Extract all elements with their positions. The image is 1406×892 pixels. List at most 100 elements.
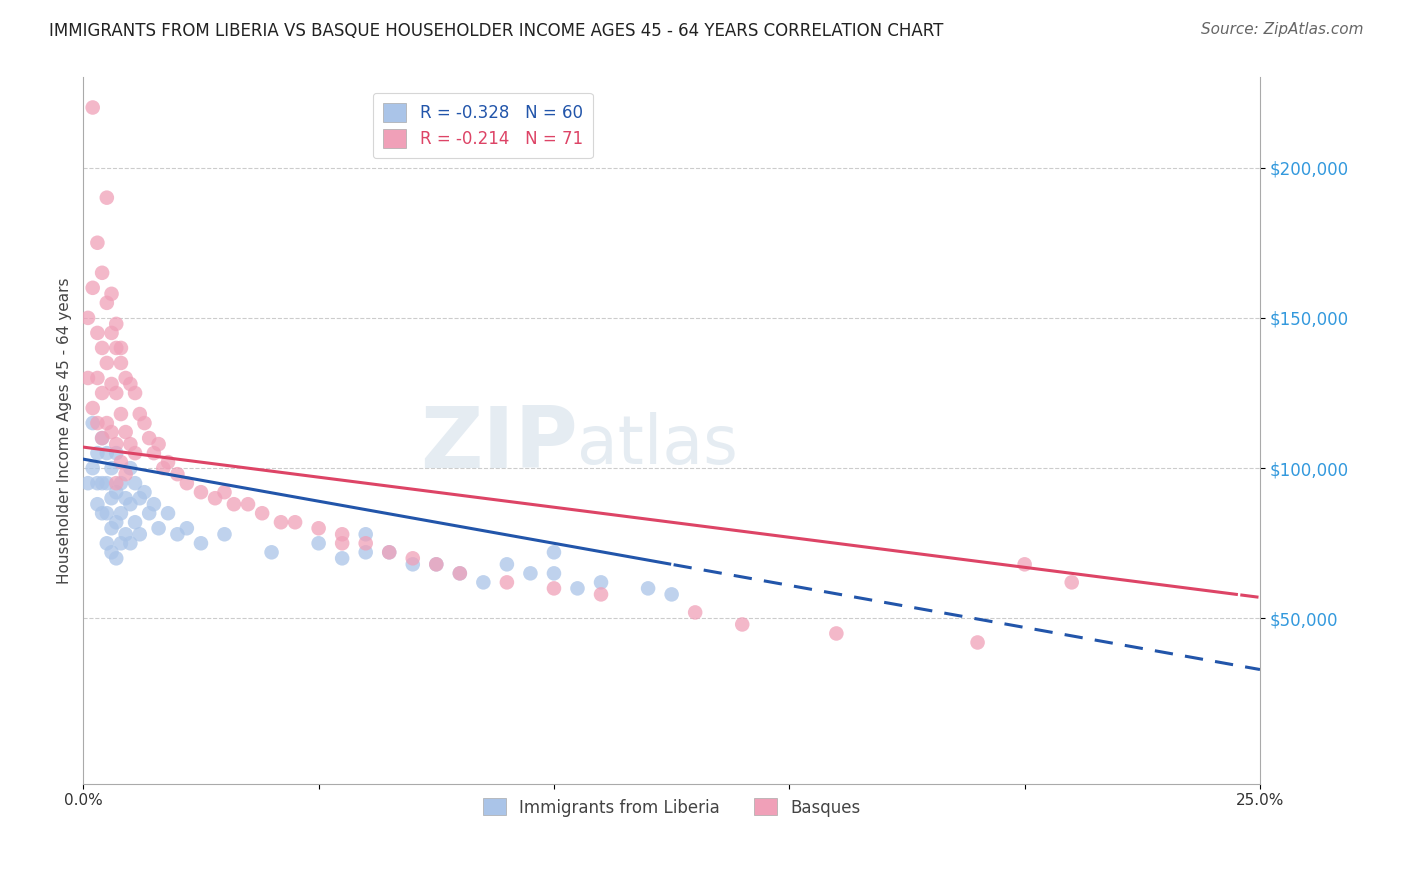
Point [120, 461, 142, 475]
Point [543, 582, 565, 596]
Point [270, 515, 292, 529]
Point [204, 491, 226, 506]
Y-axis label: Householder Income Ages 45 - 64 years: Householder Income Ages 45 - 64 years [58, 277, 72, 584]
Point [100, 491, 122, 506]
Point [120, 376, 142, 391]
Point [142, 446, 165, 460]
Point [77, 476, 100, 491]
Point [114, 467, 136, 482]
Point [148, 437, 170, 451]
Point [402, 558, 425, 572]
Point [91, 506, 114, 520]
Point [82, 401, 104, 415]
Point [77, 371, 100, 385]
Point [543, 566, 565, 581]
Point [96, 446, 118, 460]
Point [86, 497, 108, 511]
Point [966, 635, 988, 649]
Point [378, 545, 401, 559]
Point [114, 527, 136, 541]
Point [91, 431, 114, 445]
Point [86, 371, 108, 385]
Point [354, 545, 377, 559]
Point [110, 536, 132, 550]
Legend: Immigrants from Liberia, Basques: Immigrants from Liberia, Basques [474, 790, 869, 825]
Point [138, 431, 160, 445]
Point [190, 536, 212, 550]
Point [124, 446, 146, 460]
Point [105, 386, 128, 401]
Point [124, 515, 146, 529]
Point [152, 461, 174, 475]
Point [1060, 575, 1083, 590]
Point [110, 506, 132, 520]
Point [114, 491, 136, 506]
Point [589, 587, 612, 601]
Point [661, 587, 683, 601]
Point [91, 431, 114, 445]
Point [114, 371, 136, 385]
Point [86, 416, 108, 430]
Point [86, 446, 108, 460]
Point [449, 566, 471, 581]
Point [96, 191, 118, 205]
Point [86, 476, 108, 491]
Point [110, 341, 132, 355]
Point [142, 497, 165, 511]
Point [472, 575, 495, 590]
Point [128, 527, 150, 541]
Point [567, 582, 589, 596]
Point [425, 558, 447, 572]
Point [96, 476, 118, 491]
Point [91, 476, 114, 491]
Point [105, 317, 128, 331]
Point [825, 626, 848, 640]
Point [378, 545, 401, 559]
Point [166, 467, 188, 482]
Point [86, 326, 108, 340]
Point [214, 527, 236, 541]
Point [308, 521, 330, 535]
Point [330, 551, 353, 566]
Point [330, 527, 353, 541]
Point [731, 617, 754, 632]
Point [354, 527, 377, 541]
Point [190, 485, 212, 500]
Point [110, 407, 132, 421]
Point [96, 356, 118, 370]
Point [128, 491, 150, 506]
Point [110, 356, 132, 370]
Point [105, 446, 128, 460]
Point [100, 326, 122, 340]
Point [236, 497, 259, 511]
Point [284, 515, 307, 529]
Text: IMMIGRANTS FROM LIBERIA VS BASQUE HOUSEHOLDER INCOME AGES 45 - 64 YEARS CORRELAT: IMMIGRANTS FROM LIBERIA VS BASQUE HOUSEH… [49, 22, 943, 40]
Point [156, 506, 179, 520]
Point [105, 476, 128, 491]
Point [308, 536, 330, 550]
Point [260, 545, 283, 559]
Point [120, 437, 142, 451]
Point [166, 527, 188, 541]
Point [105, 341, 128, 355]
Point [100, 545, 122, 559]
Point [105, 485, 128, 500]
Point [124, 386, 146, 401]
Point [105, 551, 128, 566]
Point [82, 281, 104, 295]
Point [100, 376, 122, 391]
Point [100, 425, 122, 439]
Point [156, 455, 179, 469]
Point [176, 476, 198, 491]
Point [449, 566, 471, 581]
Point [82, 416, 104, 430]
Point [134, 485, 156, 500]
Text: Source: ZipAtlas.com: Source: ZipAtlas.com [1201, 22, 1364, 37]
Point [128, 407, 150, 421]
Point [82, 461, 104, 475]
Point [330, 536, 353, 550]
Point [100, 521, 122, 535]
Point [96, 296, 118, 310]
Text: atlas: atlas [578, 412, 738, 478]
Point [589, 575, 612, 590]
